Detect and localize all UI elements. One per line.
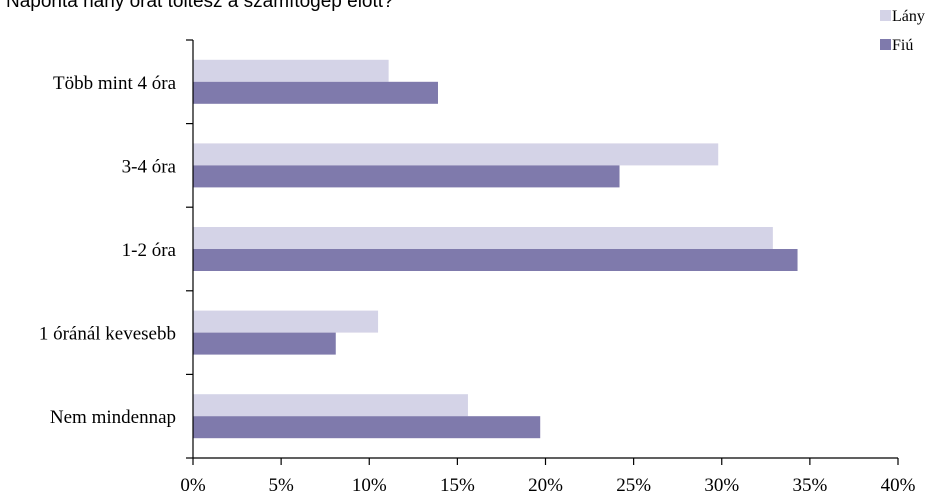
legend-label-fiu: Fiú [892,37,913,54]
category-label: 1 óránál kevesebb [39,324,176,345]
legend-label-lany: Lány [892,8,925,25]
x-tick-label: 30% [704,475,739,494]
legend-swatch-lany [880,10,891,21]
x-tick-label: 40% [881,475,916,494]
bar-fiu-4 [193,416,541,439]
bar-lany-0 [193,59,389,82]
bar-fiu-1 [193,165,620,188]
bar-fiu-3 [193,332,336,355]
x-tick-label: 20% [528,475,563,494]
legend-swatch-fiu [880,39,891,50]
category-label: Több mint 4 óra [53,73,177,94]
category-label: Nem mindennap [50,407,176,428]
x-tick-label: 10% [352,475,387,494]
bar-fiu-0 [193,81,438,104]
bar-lany-2 [193,227,773,249]
bar-fiu-2 [193,249,798,271]
bars-group [193,59,798,439]
chart-title: Naponta hány órát töltesz a számítógép e… [6,0,394,12]
axes-group [186,39,899,465]
x-tick-label: 0% [180,475,206,494]
legend: Lány Fiú [880,8,925,54]
category-label: 1-2 óra [122,240,177,261]
bar-lany-1 [193,143,719,166]
category-label: 3-4 óra [122,156,177,177]
labels-group: Több mint 4 óra 3-4 óra 1-2 óra 1 óránál ke… [39,73,916,496]
x-tick-label: 5% [268,475,294,494]
x-tick-label: 25% [616,475,651,494]
bar-lany-4 [193,394,468,417]
bar-lany-3 [193,310,379,333]
x-tick-label: 35% [792,475,827,494]
x-tick-label: 15% [440,475,475,494]
